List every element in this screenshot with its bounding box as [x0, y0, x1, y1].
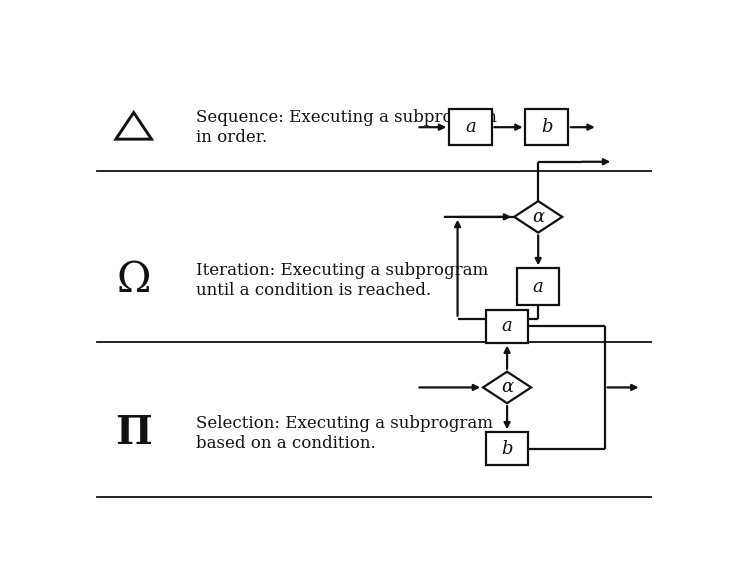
- FancyBboxPatch shape: [517, 268, 559, 306]
- Text: a: a: [465, 118, 476, 136]
- Text: Sequence: Executing a subprogram
in order.: Sequence: Executing a subprogram in orde…: [196, 109, 497, 145]
- Polygon shape: [116, 112, 152, 139]
- Text: Π: Π: [115, 414, 152, 452]
- Text: α: α: [532, 208, 545, 226]
- Text: Selection: Executing a subprogram
based on a condition.: Selection: Executing a subprogram based …: [196, 415, 493, 452]
- Text: α: α: [501, 378, 513, 396]
- FancyBboxPatch shape: [526, 109, 568, 145]
- Text: a: a: [533, 278, 544, 296]
- Text: Ω: Ω: [116, 259, 151, 301]
- Text: b: b: [502, 440, 513, 458]
- Polygon shape: [514, 201, 562, 233]
- Text: a: a: [502, 317, 512, 335]
- FancyBboxPatch shape: [449, 109, 491, 145]
- Text: b: b: [541, 118, 553, 136]
- Text: Iteration: Executing a subprogram
until a condition is reached.: Iteration: Executing a subprogram until …: [196, 262, 488, 299]
- Polygon shape: [483, 371, 531, 403]
- FancyBboxPatch shape: [486, 432, 529, 465]
- FancyBboxPatch shape: [486, 310, 529, 343]
